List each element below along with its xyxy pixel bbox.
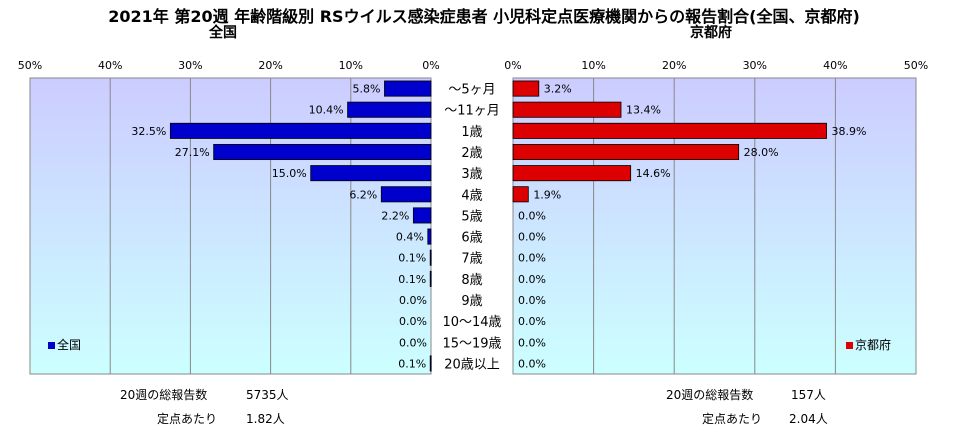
kyoto-data-label: 1.9% bbox=[533, 188, 561, 201]
age-category-label: 1歳 bbox=[461, 125, 482, 140]
national-bar bbox=[380, 186, 432, 203]
left-tick-label: 10% bbox=[339, 59, 363, 72]
right-plot-area bbox=[512, 77, 917, 375]
right-tick-label: 0% bbox=[504, 59, 521, 72]
left-tick-label: 30% bbox=[178, 59, 202, 72]
kyoto-data-label: 0.0% bbox=[518, 273, 546, 286]
kyoto-data-label: 38.9% bbox=[832, 125, 867, 138]
kyoto-bar bbox=[512, 186, 529, 203]
national-data-label: 2.2% bbox=[381, 209, 409, 222]
national-bar bbox=[429, 355, 432, 372]
right-total-label: 20週の総報告数 bbox=[666, 388, 754, 402]
legend-label-kyoto: 京都府 bbox=[855, 337, 891, 352]
national-data-label: 0.1% bbox=[398, 357, 426, 370]
age-category-label: 5歳 bbox=[461, 209, 482, 224]
right-tick-label: 50% bbox=[904, 59, 928, 72]
kyoto-data-label: 0.0% bbox=[518, 336, 546, 349]
national-bar bbox=[310, 165, 432, 182]
right-tick-label: 10% bbox=[581, 59, 605, 72]
national-data-label: 0.0% bbox=[399, 315, 427, 328]
kyoto-bar bbox=[512, 80, 540, 97]
kyoto-data-label: 0.0% bbox=[518, 252, 546, 265]
left-tick-label: 0% bbox=[422, 59, 439, 72]
right-tick-label: 20% bbox=[662, 59, 686, 72]
age-category-label: ～5ヶ月 bbox=[448, 83, 495, 98]
left-plot-area bbox=[29, 77, 432, 375]
legend-swatch-national bbox=[48, 342, 55, 349]
national-bar bbox=[427, 228, 432, 245]
national-data-label: 0.1% bbox=[398, 273, 426, 286]
legend-swatch-kyoto bbox=[846, 342, 853, 349]
right-tick-label: 30% bbox=[743, 59, 767, 72]
left-per-label: 定点あたり bbox=[157, 412, 218, 426]
kyoto-data-label: 14.6% bbox=[636, 167, 671, 180]
right-total-value: 157人 bbox=[791, 388, 826, 402]
national-bar bbox=[213, 143, 432, 161]
left-per-value: 1.82人 bbox=[246, 412, 285, 426]
kyoto-data-label: 0.0% bbox=[518, 315, 546, 328]
national-data-label: 27.1% bbox=[175, 146, 210, 159]
national-data-label: 32.5% bbox=[131, 125, 166, 138]
age-category-label: ～11ヶ月 bbox=[444, 104, 500, 119]
kyoto-data-label: 28.0% bbox=[744, 146, 779, 159]
national-data-label: 6.2% bbox=[349, 188, 377, 201]
national-bar bbox=[412, 207, 432, 224]
chart-title: 2021年 第20週 年齢階級別 RSウイルス感染症患者 小児科定点医療機関から… bbox=[108, 7, 860, 26]
kyoto-bar bbox=[512, 101, 622, 118]
right-tick-label: 40% bbox=[823, 59, 847, 72]
age-category-label: 7歳 bbox=[461, 252, 482, 267]
kyoto-data-label: 0.0% bbox=[518, 294, 546, 307]
left-tick-label: 40% bbox=[98, 59, 122, 72]
age-category-label: 6歳 bbox=[461, 231, 482, 246]
age-category-label: 9歳 bbox=[461, 294, 482, 309]
national-bar bbox=[169, 122, 432, 139]
kyoto-bar bbox=[512, 143, 740, 161]
age-category-label: 4歳 bbox=[461, 188, 482, 203]
national-data-label: 15.0% bbox=[272, 167, 307, 180]
left-tick-label: 50% bbox=[18, 59, 42, 72]
kyoto-data-label: 0.0% bbox=[518, 209, 546, 222]
national-bar bbox=[429, 270, 432, 287]
kyoto-data-label: 3.2% bbox=[544, 83, 572, 96]
national-data-label: 5.8% bbox=[353, 83, 381, 96]
kyoto-data-label: 0.0% bbox=[518, 231, 546, 244]
age-category-label: 3歳 bbox=[461, 167, 482, 182]
national-bar bbox=[347, 101, 432, 118]
right-per-label: 定点あたり bbox=[702, 412, 763, 426]
left-total-value: 5735人 bbox=[246, 388, 289, 402]
kyoto-bar bbox=[512, 165, 632, 182]
age-category-label: 8歳 bbox=[461, 273, 482, 288]
national-bar bbox=[384, 80, 432, 97]
age-category-label: 10～14歳 bbox=[442, 315, 501, 330]
right-per-value: 2.04人 bbox=[789, 412, 828, 426]
age-category-label: 20歳以上 bbox=[444, 357, 500, 372]
national-bar bbox=[429, 249, 432, 266]
kyoto-data-label: 13.4% bbox=[626, 104, 661, 117]
national-data-label: 10.4% bbox=[309, 104, 344, 117]
national-data-label: 0.0% bbox=[399, 294, 427, 307]
national-data-label: 0.4% bbox=[396, 231, 424, 244]
right-panel-title: 京都府 bbox=[690, 25, 732, 41]
age-category-label: 15～19歳 bbox=[442, 336, 501, 351]
left-panel-title: 全国 bbox=[209, 25, 237, 41]
kyoto-bar bbox=[512, 122, 827, 139]
age-category-label: 2歳 bbox=[461, 146, 482, 161]
national-data-label: 0.0% bbox=[399, 336, 427, 349]
left-total-label: 20週の総報告数 bbox=[120, 388, 208, 402]
kyoto-data-label: 0.0% bbox=[518, 357, 546, 370]
legend-label-national: 全国 bbox=[57, 337, 81, 352]
left-tick-label: 20% bbox=[258, 59, 282, 72]
national-data-label: 0.1% bbox=[398, 252, 426, 265]
